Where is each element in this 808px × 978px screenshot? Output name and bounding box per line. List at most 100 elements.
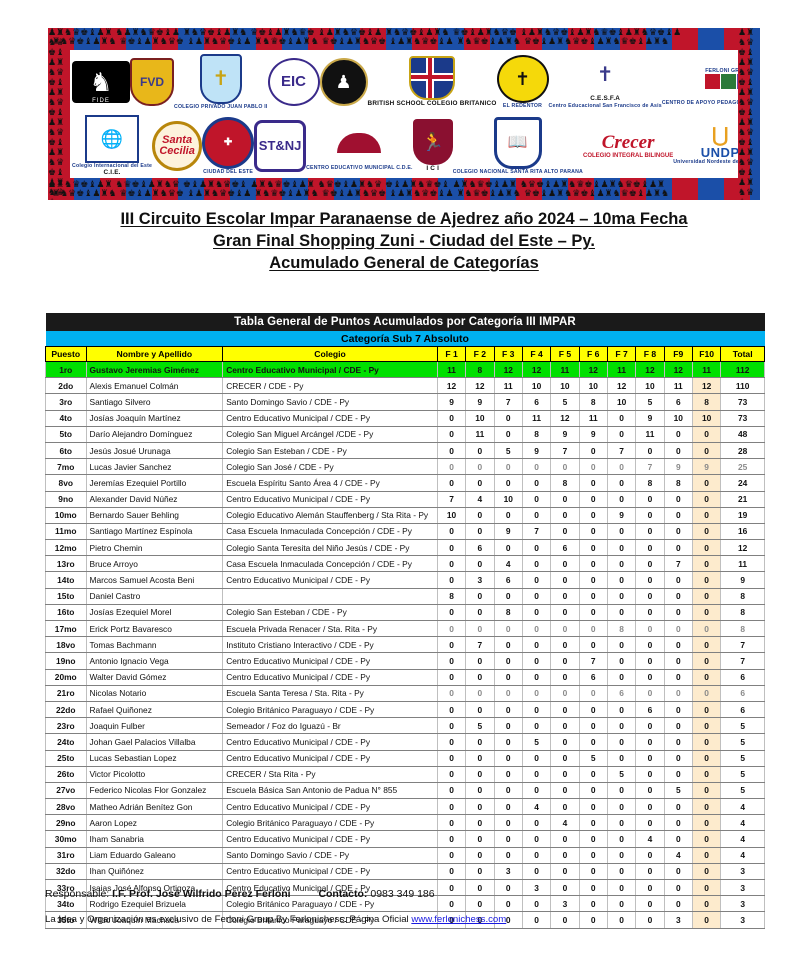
cell-f9: 0 (663, 701, 693, 719)
cell-f4: 7 (521, 523, 552, 541)
cell-f10: 0 (691, 863, 722, 881)
cell-puesto: 21ro (45, 685, 87, 702)
website-link[interactable]: www.ferlonichess.com (411, 914, 507, 925)
cell-colegio: Centro Educativo Municipal / CDE - Py (222, 669, 438, 686)
colegio-crecer-logo: ✚ CIUDAD DEL ESTE (202, 116, 255, 175)
cell-f3: 8 (493, 604, 523, 622)
cell-colegio: Escuela Básica San Antonio de Padua N° 8… (222, 782, 438, 800)
header-f4: F 4 (521, 346, 552, 362)
cell-f9: 0 (663, 620, 693, 638)
cell-nombre: Aaron Lopez (85, 814, 224, 832)
cell-f2: 0 (465, 863, 495, 881)
cell-f4: 0 (521, 830, 552, 848)
cell-f10: 0 (691, 750, 722, 767)
cell-f3: 0 (493, 798, 523, 816)
cell-f1: 7 (436, 491, 467, 508)
cell-nombre: Marcos Samuel Acosta Beni (85, 571, 224, 589)
cell-f4: 5 (521, 733, 552, 751)
cell-f4: 0 (521, 539, 552, 557)
cell-f6: 10 (578, 377, 608, 395)
cell-f4: 10 (521, 377, 552, 395)
footer-responsable-line: Responsable: I.F. Prof. José Wilfrido Pe… (45, 888, 765, 900)
cell-f5: 0 (550, 458, 580, 476)
cell-f10: 12 (691, 377, 722, 395)
cell-f4: 0 (521, 620, 552, 638)
cell-f9: 0 (663, 798, 693, 816)
cell-f3: 0 (493, 588, 523, 605)
cell-colegio: Colegio Educativo Alemán Stauffenberg / … (222, 507, 438, 524)
cell-nombre: Bernardo Sauer Behling (85, 507, 224, 524)
cell-f9: 12 (663, 361, 693, 379)
cell-f2: 9 (465, 393, 495, 411)
cell-f10: 0 (691, 701, 722, 719)
cell-f9: 0 (663, 442, 693, 460)
cell-colegio: Centro Educativo Municipal / CDE - Py (222, 830, 438, 848)
table-row: 26to Victor Picolotto CRECER / Sta Rita - … (45, 766, 765, 783)
cell-f5: 0 (550, 847, 580, 864)
cell-f4: 8 (521, 426, 552, 443)
cell-f1: 0 (436, 410, 467, 427)
cell-f2: 4 (465, 491, 495, 508)
cell-f10: 0 (691, 733, 722, 751)
cell-colegio: Centro Educativo Municipal / CDE - Py (222, 863, 438, 881)
cell-nombre: Pietro Chemin (85, 539, 224, 557)
cell-f4: 0 (521, 863, 552, 881)
cell-f7: 0 (606, 830, 637, 848)
cell-f3: 0 (493, 410, 523, 427)
cell-f9: 0 (663, 426, 693, 443)
cell-f2: 0 (465, 847, 495, 864)
cell-f2: 0 (465, 442, 495, 460)
cell-nombre: Rafael Quiñonez (85, 701, 224, 719)
cell-colegio: Colegio San José / CDE - Py (222, 458, 438, 476)
cell-f4: 0 (521, 491, 552, 508)
cell-f3: 0 (493, 669, 523, 686)
cell-total: 7 (720, 636, 765, 654)
cell-f5: 0 (550, 491, 580, 508)
cell-colegio: Escuela Santa Teresa / Sta. Rita - Py (222, 685, 438, 702)
cell-f2: 0 (465, 507, 495, 524)
cell-f8: 0 (635, 750, 665, 767)
cell-nombre: Josías Ezequiel Morel (85, 604, 224, 622)
cell-f9: 0 (663, 733, 693, 751)
cell-f1: 0 (436, 620, 467, 638)
table-row: 18vo Tomas Bachmann Instituto Cristiano In… (45, 636, 765, 654)
cell-nombre: Liam Eduardo Galeano (85, 847, 224, 864)
table-category-row: Categoría Sub 7 Absoluto (45, 331, 765, 347)
cell-f3: 9 (493, 523, 523, 541)
cell-total: 4 (720, 847, 765, 864)
cell-total: 28 (720, 442, 765, 460)
cell-f4: 0 (521, 847, 552, 864)
escuela-inmaculada-concepcion-logo: EIC (267, 58, 320, 106)
cell-f2: 5 (465, 717, 495, 735)
ici-logo: 🏃 I C I (412, 119, 453, 173)
cell-total: 5 (720, 733, 765, 751)
cell-f7: 0 (606, 782, 637, 800)
cell-f6: 0 (578, 474, 608, 492)
cell-f6: 0 (578, 717, 608, 735)
cell-f8: 0 (635, 571, 665, 589)
cell-puesto: 5to (45, 426, 87, 443)
cell-f6: 0 (578, 685, 608, 702)
table-row: 10mo Bernardo Sauer Behling Colegio Educat… (45, 507, 765, 524)
cell-f4: 0 (521, 458, 552, 476)
cell-f2: 0 (465, 701, 495, 719)
cell-f1: 0 (436, 669, 467, 686)
cell-colegio: Centro Educativo Municipal / CDE - Py (222, 798, 438, 816)
table-row: 1ro Gustavo Jeremias Giménez Centro Educat… (45, 361, 765, 379)
cell-f8: 10 (635, 377, 665, 395)
cell-f1: 0 (436, 636, 467, 654)
cell-f4: 0 (521, 717, 552, 735)
cesfa-label: C.E.S.F.A (590, 95, 621, 103)
cell-f10: 0 (691, 685, 722, 702)
header-f7: F 7 (606, 346, 637, 362)
cell-f3: 0 (493, 685, 523, 702)
cell-f5: 0 (550, 523, 580, 541)
cell-f2: 0 (465, 685, 495, 702)
table-row: 23ro Joaquin Fulber Semeador / Foz do Igua… (45, 717, 765, 735)
cell-f2: 0 (465, 669, 495, 686)
table-row: 24to Johan Gael Palacios Villalba Centro E… (45, 733, 765, 751)
cell-f3: 0 (493, 426, 523, 443)
cell-colegio: Centro Educativo Municipal / CDE - Py (222, 361, 438, 379)
colegio-stnj-logo: ST&NJ (254, 120, 307, 172)
cell-puesto: 17mo (45, 620, 87, 638)
